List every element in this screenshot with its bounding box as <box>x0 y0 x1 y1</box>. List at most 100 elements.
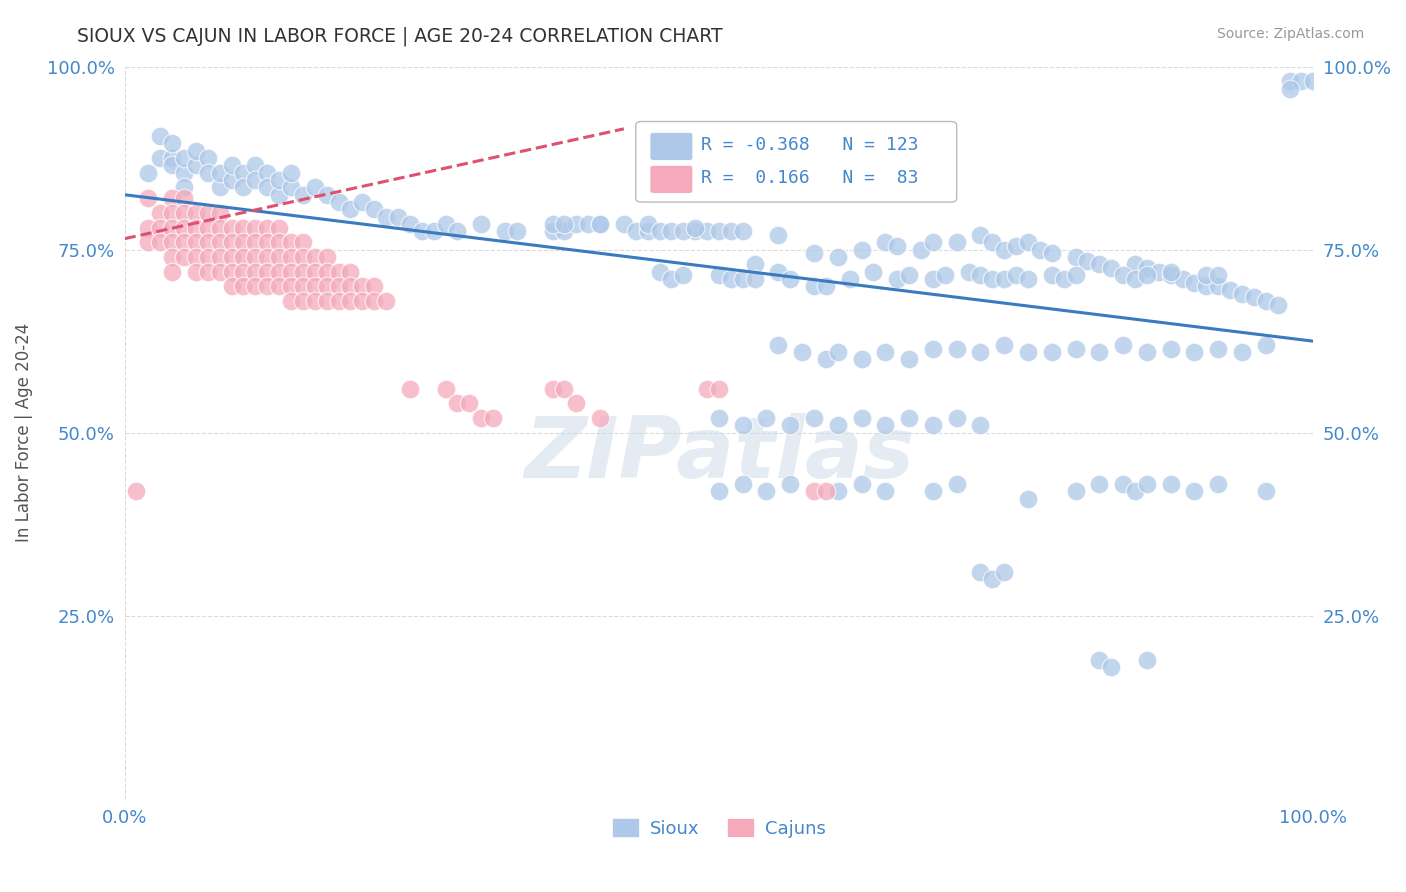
Point <box>613 217 636 231</box>
Point <box>173 151 195 165</box>
Point <box>221 250 243 264</box>
Point <box>875 418 897 433</box>
Point <box>1005 268 1028 283</box>
Point <box>138 166 160 180</box>
Point <box>624 224 647 238</box>
Point <box>375 210 398 224</box>
Point <box>1206 279 1229 293</box>
Point <box>553 217 575 231</box>
Point <box>173 191 195 205</box>
Point <box>149 151 172 165</box>
Point <box>160 136 183 151</box>
Point <box>661 224 683 238</box>
Point <box>221 220 243 235</box>
Point <box>208 166 231 180</box>
Point <box>269 235 291 250</box>
Point <box>875 484 897 499</box>
Point <box>922 272 945 286</box>
Point <box>197 166 219 180</box>
Point <box>245 235 267 250</box>
Point <box>779 418 801 433</box>
Point <box>315 293 337 308</box>
Point <box>862 265 884 279</box>
Point <box>1171 272 1194 286</box>
Point <box>1088 653 1111 667</box>
Point <box>898 268 921 283</box>
Point <box>981 272 1004 286</box>
Point <box>149 235 172 250</box>
Point <box>993 272 1015 286</box>
Point <box>755 484 778 499</box>
Point <box>339 202 361 217</box>
Point <box>280 180 302 194</box>
Point <box>197 151 219 165</box>
Point <box>827 250 849 264</box>
Point <box>1254 338 1277 352</box>
Point <box>399 382 422 396</box>
Point <box>411 224 433 238</box>
Point <box>160 191 183 205</box>
Point <box>945 411 967 425</box>
Point <box>707 268 730 283</box>
Point <box>422 224 444 238</box>
Point <box>160 151 183 165</box>
Point <box>184 206 207 220</box>
Point <box>280 235 302 250</box>
Point <box>672 268 695 283</box>
Point <box>589 217 612 231</box>
Point <box>1005 239 1028 253</box>
Point <box>969 227 991 242</box>
Point <box>208 250 231 264</box>
Point <box>838 272 860 286</box>
Point <box>375 293 398 308</box>
Point <box>707 411 730 425</box>
Point <box>245 265 267 279</box>
Point <box>221 173 243 187</box>
Point <box>1076 253 1098 268</box>
Point <box>827 418 849 433</box>
Point <box>446 224 468 238</box>
Point <box>208 220 231 235</box>
Point <box>589 217 612 231</box>
Point <box>648 265 671 279</box>
Point <box>269 187 291 202</box>
Point <box>1206 342 1229 356</box>
Point <box>269 250 291 264</box>
Point <box>637 224 659 238</box>
Point <box>744 272 766 286</box>
Point <box>304 180 326 194</box>
Point <box>1088 257 1111 271</box>
Point <box>328 293 350 308</box>
Point <box>304 250 326 264</box>
Point <box>707 224 730 238</box>
Point <box>1136 260 1159 275</box>
Point <box>304 293 326 308</box>
Point <box>208 180 231 194</box>
Point <box>768 227 790 242</box>
Point <box>197 265 219 279</box>
Point <box>160 158 183 172</box>
Point <box>851 352 873 367</box>
Point <box>661 272 683 286</box>
Point <box>256 220 278 235</box>
Point <box>1136 345 1159 359</box>
Point <box>755 411 778 425</box>
Point <box>256 279 278 293</box>
Point <box>731 272 754 286</box>
Point <box>1230 345 1253 359</box>
Point <box>1099 660 1122 674</box>
Point <box>173 206 195 220</box>
Point <box>1040 246 1063 260</box>
Point <box>208 265 231 279</box>
Point <box>969 268 991 283</box>
Point <box>291 293 314 308</box>
Point <box>315 279 337 293</box>
Point <box>553 382 575 396</box>
Point <box>1278 81 1301 95</box>
Point <box>922 342 945 356</box>
Point <box>1147 265 1170 279</box>
Point <box>720 224 742 238</box>
Point <box>851 477 873 491</box>
Point <box>256 235 278 250</box>
Point <box>1291 74 1313 88</box>
